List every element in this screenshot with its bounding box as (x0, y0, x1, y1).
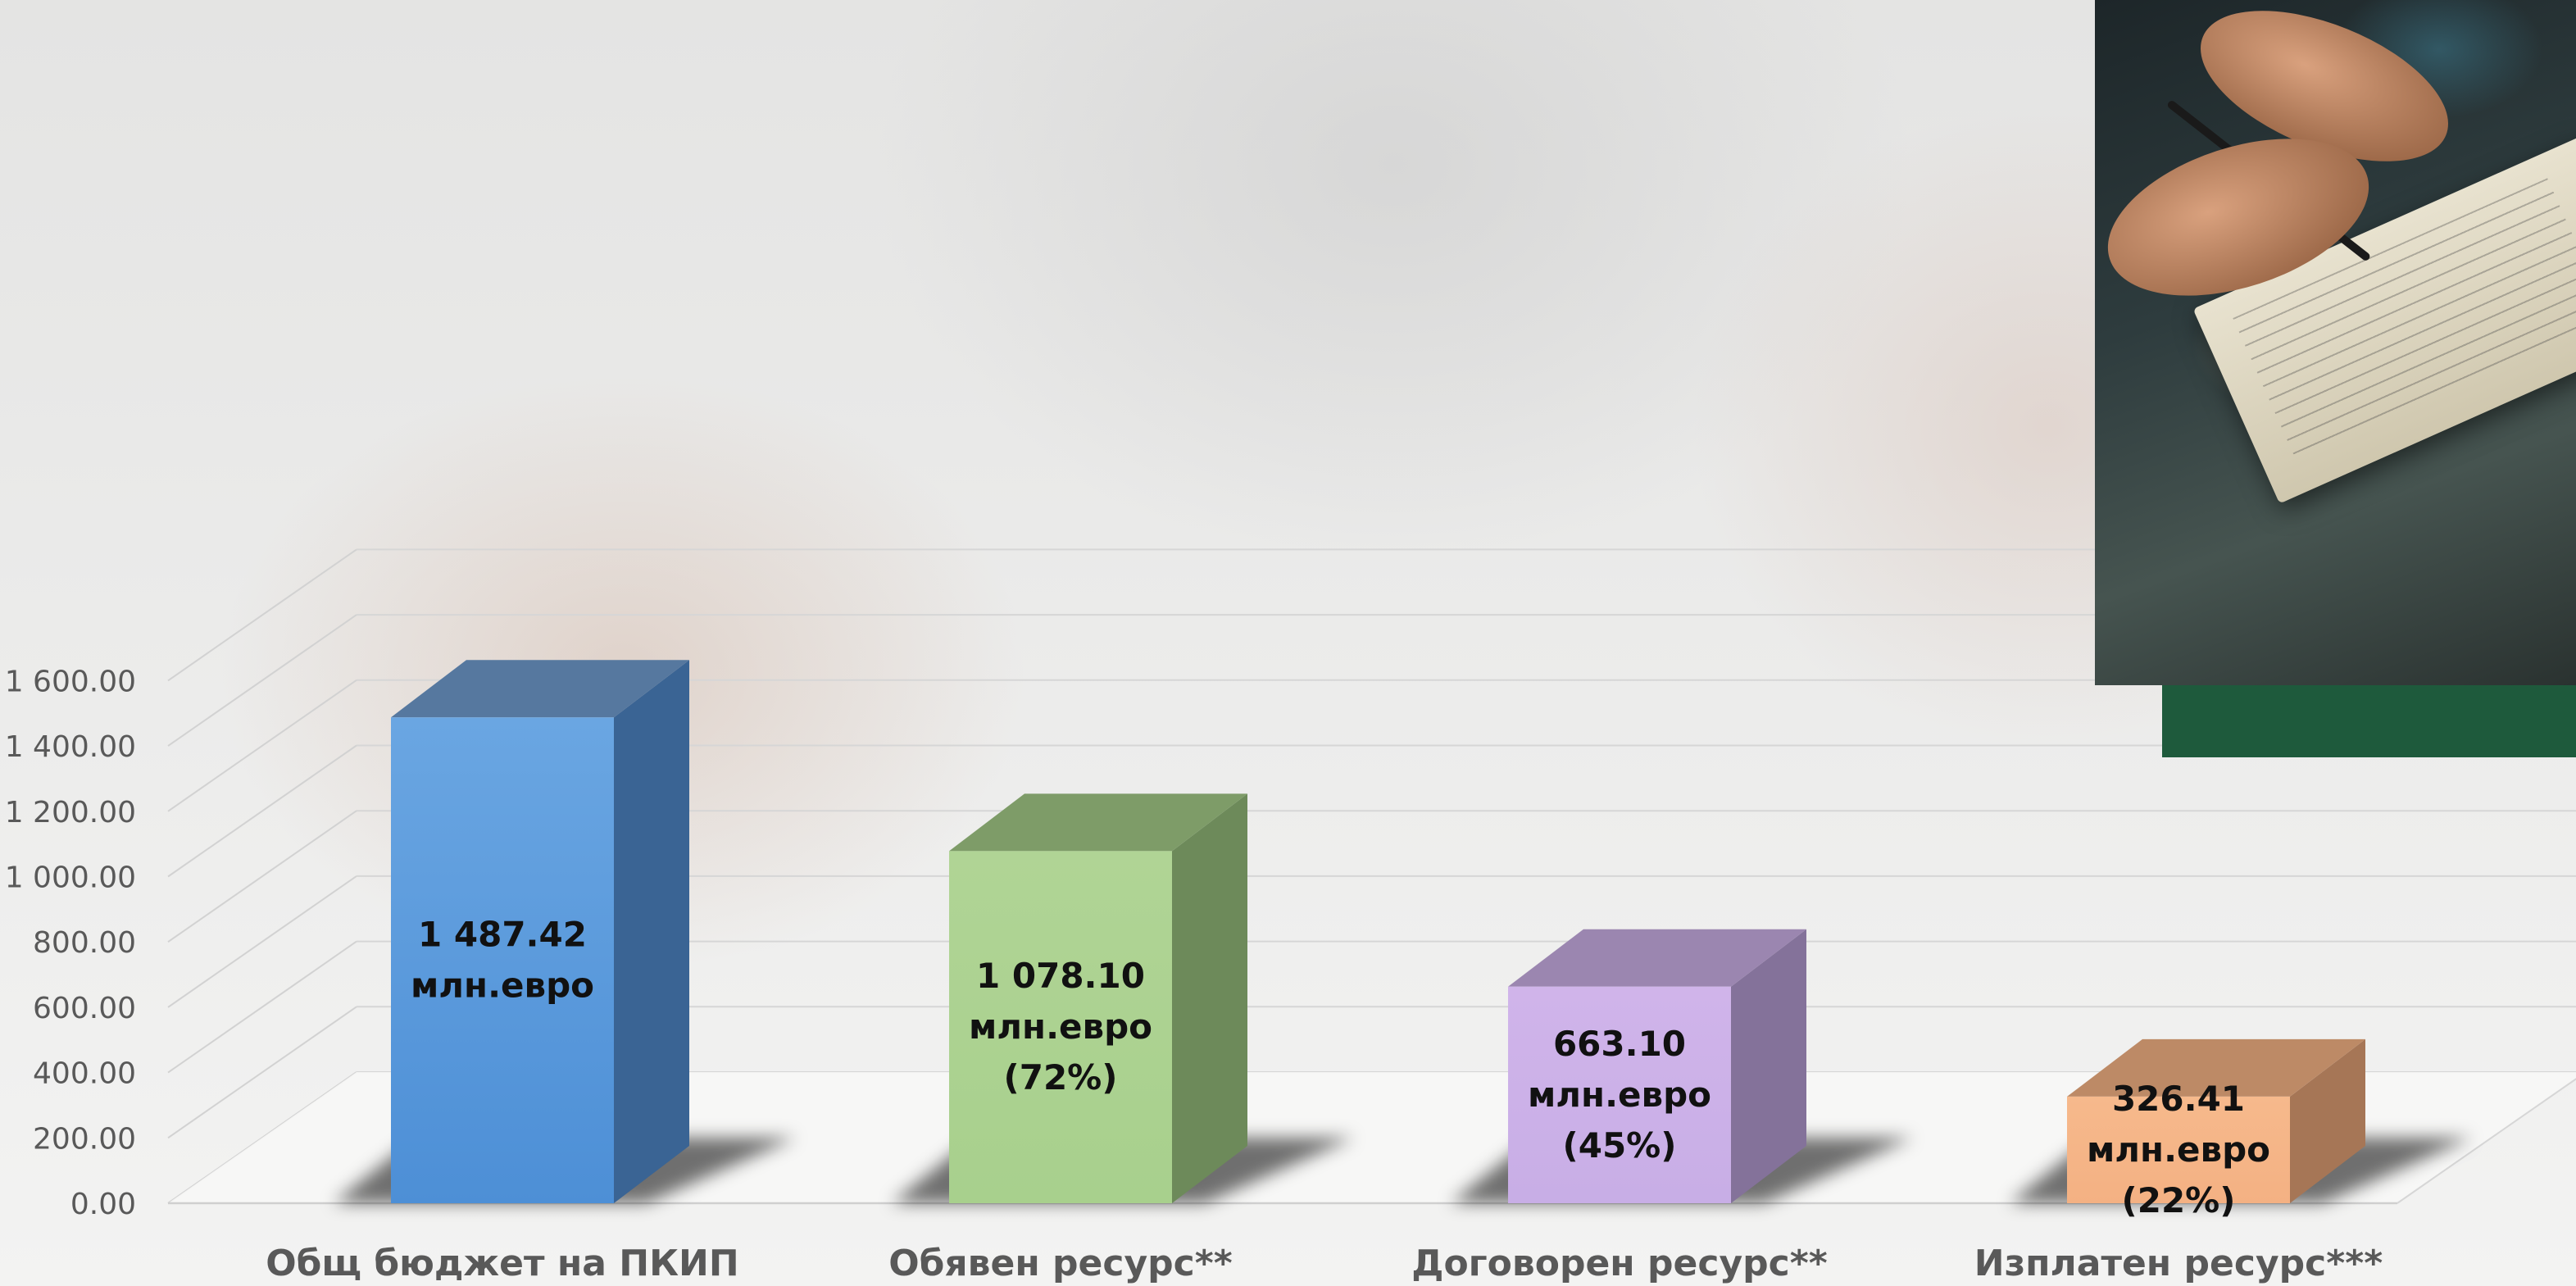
data-label-line: 326.41 (2112, 1079, 2245, 1119)
category-label: Договорен ресурс** (1411, 1243, 1827, 1284)
y-tick-label: 1 000.00 (5, 861, 136, 895)
data-label-line: (22%) (2122, 1180, 2236, 1220)
chart-floor (168, 1072, 2576, 1203)
side-grid-line (167, 548, 357, 682)
data-label-line: 1 487.42 (418, 915, 587, 955)
bar-top (2067, 1038, 2365, 1097)
category-label: Общ бюджет на ПКИП (266, 1243, 738, 1284)
bar (391, 717, 614, 1203)
data-label-line: млн.евро (411, 966, 594, 1006)
bar (2067, 1096, 2290, 1203)
y-tick-label: 1 600.00 (5, 665, 136, 698)
data-label: 326.41 млн.евро (22%) (2087, 1079, 2270, 1220)
side-grid-line (167, 810, 357, 943)
bars: 1 487.42 млн.евро 1 078.10 млн.евро (72%) 663… (334, 660, 2472, 1220)
data-label: 1 078.10 млн.евро (72%) (969, 956, 1152, 1097)
bar-side (2290, 1038, 2365, 1203)
data-label-line: (45%) (1563, 1125, 1677, 1166)
y-tick-label: 400.00 (33, 1057, 136, 1091)
side-grid-line (167, 679, 357, 812)
bar-group: 1 487.42 млн.евро (334, 660, 796, 1203)
side-grid-line (167, 875, 357, 1008)
bar-side (1172, 793, 1247, 1203)
data-label-line: (72%) (1004, 1057, 1118, 1097)
bar-group: 663.10 млн.евро (45%) (1451, 929, 1913, 1203)
bar-top (391, 660, 689, 718)
category-label: Обявен ресурс** (888, 1243, 1232, 1284)
y-tick-label: 1 400.00 (5, 730, 136, 764)
bar-side (614, 660, 689, 1203)
y-axis: 0.00 200.00 400.00 600.00 800.00 1 000.00 1 20… (5, 665, 136, 1221)
bar-top (949, 793, 1247, 852)
y-tick-label: 0.00 (70, 1188, 136, 1221)
data-label-line: 1 078.10 (976, 956, 1145, 996)
document-signing-photo (2095, 0, 2576, 685)
data-label: 663.10 млн.евро (45%) (1528, 1024, 1711, 1166)
bar (949, 851, 1172, 1203)
bar (1508, 986, 1731, 1203)
bar-side (1731, 929, 1806, 1203)
data-label-line: млн.евро (2087, 1129, 2270, 1170)
side-grid-line (167, 1006, 357, 1139)
floor-edge (2397, 1078, 2576, 1204)
data-label-line: 663.10 (1553, 1024, 1686, 1064)
side-grid-line (167, 614, 357, 747)
y-tick-label: 600.00 (33, 992, 136, 1025)
green-band (2162, 685, 2576, 757)
side-grid-line (167, 940, 357, 1074)
data-label-line: млн.евро (1528, 1075, 1711, 1115)
y-tick-label: 200.00 (33, 1122, 136, 1156)
y-tick-label: 1 200.00 (5, 796, 136, 829)
bar-group: 326.41 млн.евро (22%) (2010, 1038, 2472, 1220)
data-label-line: млн.евро (969, 1007, 1152, 1047)
side-grid-line (167, 744, 357, 878)
data-label: 1 487.42 млн.евро (411, 915, 594, 1006)
bar-top (1508, 929, 1806, 987)
x-axis: Общ бюджет на ПКИП Обявен ресурс** Договор… (266, 1243, 2383, 1284)
category-label: Изплатен ресурс*** (1974, 1243, 2383, 1284)
y-tick-label: 800.00 (33, 926, 136, 960)
bar-group: 1 078.10 млн.евро (72%) (892, 793, 1354, 1203)
